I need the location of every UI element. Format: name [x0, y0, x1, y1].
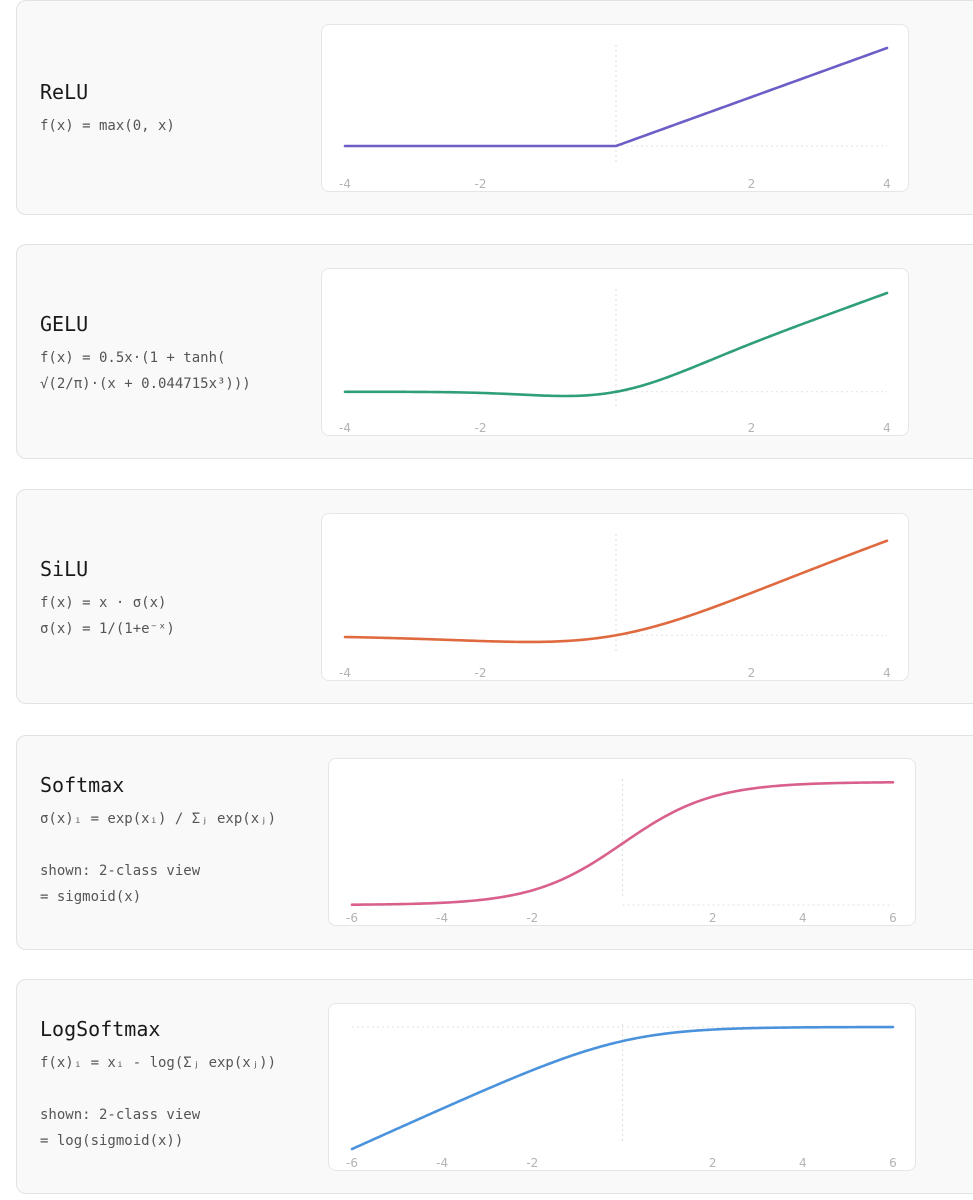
- plot-svg: -4 -2 2 4: [339, 289, 891, 435]
- formula-line: f(x)ᵢ = xᵢ - log(Σⱼ exp(xⱼ)): [40, 1055, 277, 1071]
- plot-area: -4 -2 2 4: [321, 513, 909, 681]
- formula-line: f(x) = x · σ(x): [40, 595, 167, 611]
- formula-line: f(x) = max(0, x): [40, 118, 175, 134]
- function-name: GELU: [40, 312, 89, 336]
- series-line-silu: [343, 539, 889, 644]
- function-name: ReLU: [40, 80, 89, 104]
- x-tick-label: -2: [526, 911, 538, 925]
- x-tick-label: 4: [799, 911, 807, 925]
- activation-card-logsoftmax: LogSoftmax f(x)ᵢ = xᵢ - log(Σⱼ exp(xⱼ)) sh…: [16, 979, 973, 1194]
- formula-line: = sigmoid(x): [40, 889, 142, 905]
- series-line-relu: [343, 46, 889, 148]
- plot-svg: -6 -4 -2 2 4 6: [346, 779, 897, 925]
- plot-svg: -4 -2 2 4: [339, 534, 891, 680]
- plot-area: -6 -4 -2 2 4 6: [328, 1003, 916, 1171]
- x-tick-label: 4: [883, 177, 891, 191]
- x-tick-label: -4: [339, 177, 351, 191]
- x-tick-label: 4: [883, 666, 891, 680]
- function-name: LogSoftmax: [40, 1017, 161, 1041]
- formula-line: √(2/π)·(x + 0.044715x³))): [40, 376, 251, 392]
- x-tick-label: 2: [748, 177, 756, 191]
- formula-line: σ(x)ᵢ = exp(xᵢ) / Σⱼ exp(xⱼ): [40, 811, 277, 827]
- activation-card-gelu: GELU f(x) = 0.5x·(1 + tanh( √(2/π)·(x + 0.…: [16, 244, 973, 459]
- function-info: Softmax σ(x)ᵢ = exp(xᵢ) / Σⱼ exp(xⱼ) shown…: [40, 772, 276, 910]
- x-tick-label: -2: [475, 177, 487, 191]
- plot-area: -4 -2 2 4: [321, 24, 909, 192]
- activation-card-relu: ReLU f(x) = max(0, x) -4 -2 2 4: [16, 0, 973, 215]
- x-tick-label: -2: [475, 666, 487, 680]
- function-name: SiLU: [40, 557, 89, 581]
- x-tick-label: -6: [346, 1156, 358, 1170]
- x-tick-label: 2: [709, 1156, 717, 1170]
- plot-area: -6 -4 -2 2 4 6: [328, 758, 916, 926]
- x-tick-label: 4: [883, 421, 891, 435]
- function-info: SiLU f(x) = x · σ(x) σ(x) = 1/(1+e⁻ˣ): [40, 556, 175, 642]
- formula-line: shown: 2-class view: [40, 863, 201, 879]
- activation-card-softmax: Softmax σ(x)ᵢ = exp(xᵢ) / Σⱼ exp(xⱼ) shown…: [16, 735, 973, 950]
- plot-svg: -6 -4 -2 2 4 6: [346, 1024, 897, 1170]
- x-tick-label: 2: [748, 421, 756, 435]
- x-tick-label: -2: [526, 1156, 538, 1170]
- x-tick-label: -2: [475, 421, 487, 435]
- plot-svg: -4 -2 2 4: [339, 45, 891, 191]
- series-line-logsoftmax: [350, 1025, 895, 1151]
- series-line-softmax: [350, 781, 895, 906]
- function-info: ReLU f(x) = max(0, x): [40, 79, 175, 139]
- x-tick-label: -4: [436, 911, 448, 925]
- x-tick-label: 2: [709, 911, 717, 925]
- formula-line: shown: 2-class view: [40, 1107, 201, 1123]
- x-tick-label: -4: [436, 1156, 448, 1170]
- x-tick-label: 6: [889, 1156, 897, 1170]
- formula-line: f(x) = 0.5x·(1 + tanh(: [40, 350, 226, 366]
- formula-spacer: [40, 832, 276, 858]
- function-info: LogSoftmax f(x)ᵢ = xᵢ - log(Σⱼ exp(xⱼ)) sh…: [40, 1016, 276, 1154]
- function-name: Softmax: [40, 773, 125, 797]
- x-tick-label: -4: [339, 666, 351, 680]
- x-tick-label: -6: [346, 911, 358, 925]
- series-line-gelu: [343, 291, 889, 398]
- x-tick-label: -4: [339, 421, 351, 435]
- function-info: GELU f(x) = 0.5x·(1 + tanh( √(2/π)·(x + 0.…: [40, 311, 251, 397]
- plot-area: -4 -2 2 4: [321, 268, 909, 436]
- x-tick-label: 4: [799, 1156, 807, 1170]
- formula-line: σ(x) = 1/(1+e⁻ˣ): [40, 621, 175, 637]
- formula-line: = log(sigmoid(x)): [40, 1133, 184, 1149]
- formula-spacer: [40, 1076, 276, 1102]
- x-tick-label: 6: [889, 911, 897, 925]
- x-tick-label: 2: [748, 666, 756, 680]
- activation-card-silu: SiLU f(x) = x · σ(x) σ(x) = 1/(1+e⁻ˣ) -4 -2 2…: [16, 489, 973, 704]
